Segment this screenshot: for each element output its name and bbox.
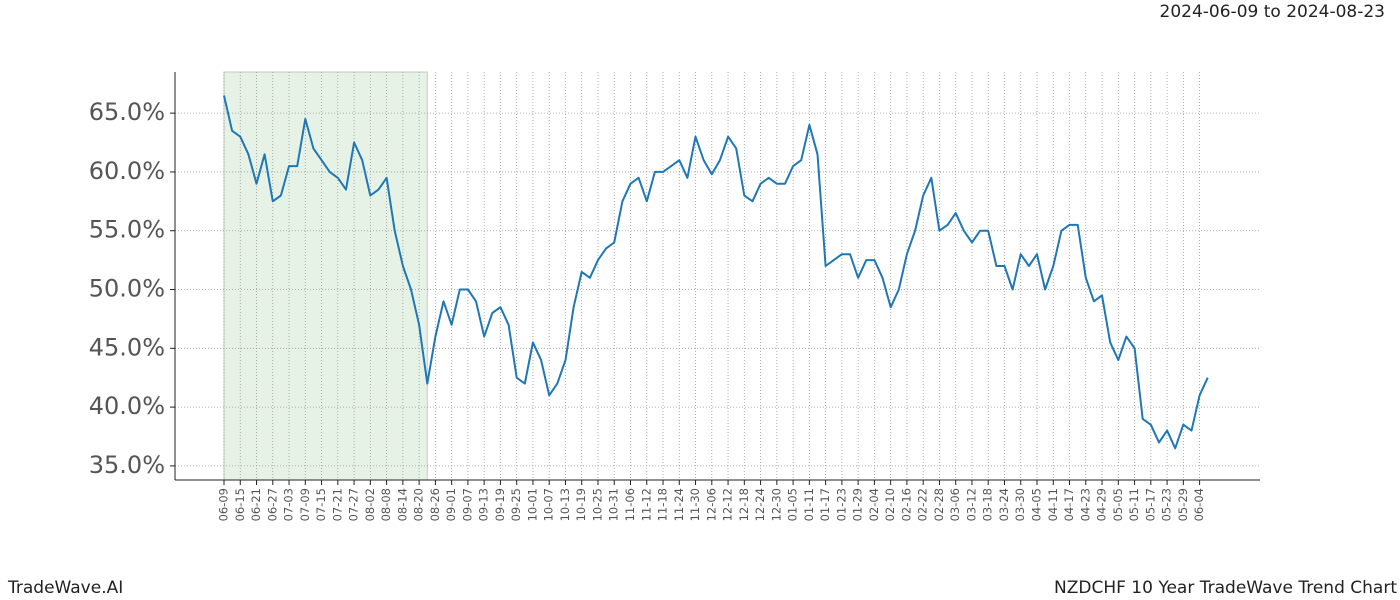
x-tick-label: 08-14 bbox=[395, 488, 409, 521]
x-tick-label: 04-17 bbox=[1062, 488, 1076, 521]
x-tick-label: 03-12 bbox=[964, 488, 978, 521]
x-tick-label: 02-10 bbox=[883, 488, 897, 521]
y-tick-label: 55.0% bbox=[89, 216, 165, 244]
x-tick-label: 08-08 bbox=[379, 488, 393, 521]
x-tick-label: 11-24 bbox=[672, 488, 686, 521]
x-tick-label: 10-25 bbox=[590, 488, 604, 521]
x-tick-label: 08-20 bbox=[412, 488, 426, 521]
x-tick-label: 06-21 bbox=[249, 488, 263, 521]
x-tick-label: 05-11 bbox=[1127, 488, 1141, 521]
x-tick-label: 07-15 bbox=[314, 488, 328, 521]
x-tick-label: 02-28 bbox=[932, 488, 946, 521]
x-tick-label: 07-09 bbox=[298, 488, 312, 521]
x-tick-label: 01-17 bbox=[818, 488, 832, 521]
x-tick-label: 05-17 bbox=[1143, 488, 1157, 521]
y-tick-label: 35.0% bbox=[89, 451, 165, 479]
x-tick-label: 06-04 bbox=[1192, 488, 1206, 521]
x-tick-label: 05-29 bbox=[1176, 488, 1190, 521]
x-tick-label: 10-13 bbox=[558, 488, 572, 521]
x-tick-label: 03-18 bbox=[981, 488, 995, 521]
x-tick-label: 11-06 bbox=[623, 488, 637, 521]
x-tick-label: 03-30 bbox=[1013, 488, 1027, 521]
x-tick-label: 02-22 bbox=[916, 488, 930, 521]
x-tick-label: 09-07 bbox=[460, 488, 474, 521]
x-tick-label: 12-24 bbox=[753, 488, 767, 521]
x-tick-label: 01-23 bbox=[834, 488, 848, 521]
trend-line bbox=[223, 95, 1209, 450]
x-tick-label: 04-05 bbox=[1030, 488, 1044, 521]
x-tick-label: 12-12 bbox=[721, 488, 735, 521]
chart-subtitle: 2024-06-09 to 2024-08-23 bbox=[1160, 2, 1385, 22]
x-tick-label: 08-02 bbox=[363, 488, 377, 521]
y-tick-label: 45.0% bbox=[89, 333, 165, 361]
x-tick-label: 12-30 bbox=[769, 488, 783, 521]
x-tick-label: 11-18 bbox=[656, 488, 670, 521]
x-tick-label: 11-12 bbox=[639, 488, 653, 521]
x-tick-label: 02-16 bbox=[899, 488, 913, 521]
highlight-region bbox=[223, 71, 428, 481]
footer-right: NZDCHF 10 Year TradeWave Trend Chart bbox=[1054, 578, 1397, 598]
y-tick-label: 40.0% bbox=[89, 392, 165, 420]
y-tick-label: 60.0% bbox=[89, 157, 165, 185]
x-tick-label: 06-27 bbox=[265, 488, 279, 521]
x-tick-label: 01-29 bbox=[851, 488, 865, 521]
x-tick-label: 06-15 bbox=[233, 488, 247, 521]
x-tick-label: 03-24 bbox=[997, 488, 1011, 521]
x-tick-label: 04-23 bbox=[1078, 488, 1092, 521]
x-tick-label: 07-21 bbox=[330, 488, 344, 521]
x-tick-label: 10-01 bbox=[525, 488, 539, 521]
x-tick-label: 12-06 bbox=[704, 488, 718, 521]
x-tick-label: 08-26 bbox=[428, 488, 442, 521]
x-tick-label: 10-31 bbox=[607, 488, 621, 521]
x-tick-label: 02-04 bbox=[867, 488, 881, 521]
footer-left: TradeWave.AI bbox=[7, 578, 123, 598]
x-tick-label: 07-03 bbox=[282, 488, 296, 521]
x-tick-label: 10-19 bbox=[574, 488, 588, 521]
x-tick-label: 11-30 bbox=[688, 488, 702, 521]
x-tick-label: 09-13 bbox=[477, 488, 491, 521]
y-tick-label: 50.0% bbox=[89, 275, 165, 303]
x-tick-label: 04-29 bbox=[1095, 488, 1109, 521]
x-tick-label: 06-09 bbox=[217, 488, 231, 521]
x-tick-label: 07-27 bbox=[347, 488, 361, 521]
x-tick-label: 09-19 bbox=[493, 488, 507, 521]
x-tick-label: 10-07 bbox=[542, 488, 556, 521]
x-tick-label: 04-11 bbox=[1046, 488, 1060, 521]
x-tick-label: 05-23 bbox=[1160, 488, 1174, 521]
x-tick-label: 09-25 bbox=[509, 488, 523, 521]
x-tick-label: 12-18 bbox=[737, 488, 751, 521]
x-tick-label: 01-11 bbox=[802, 488, 816, 521]
y-tick-label: 65.0% bbox=[89, 98, 165, 126]
x-tick-label: 09-01 bbox=[444, 488, 458, 521]
x-tick-label: 03-06 bbox=[948, 488, 962, 521]
x-tick-label: 05-05 bbox=[1111, 488, 1125, 521]
x-tick-label: 01-05 bbox=[786, 488, 800, 521]
